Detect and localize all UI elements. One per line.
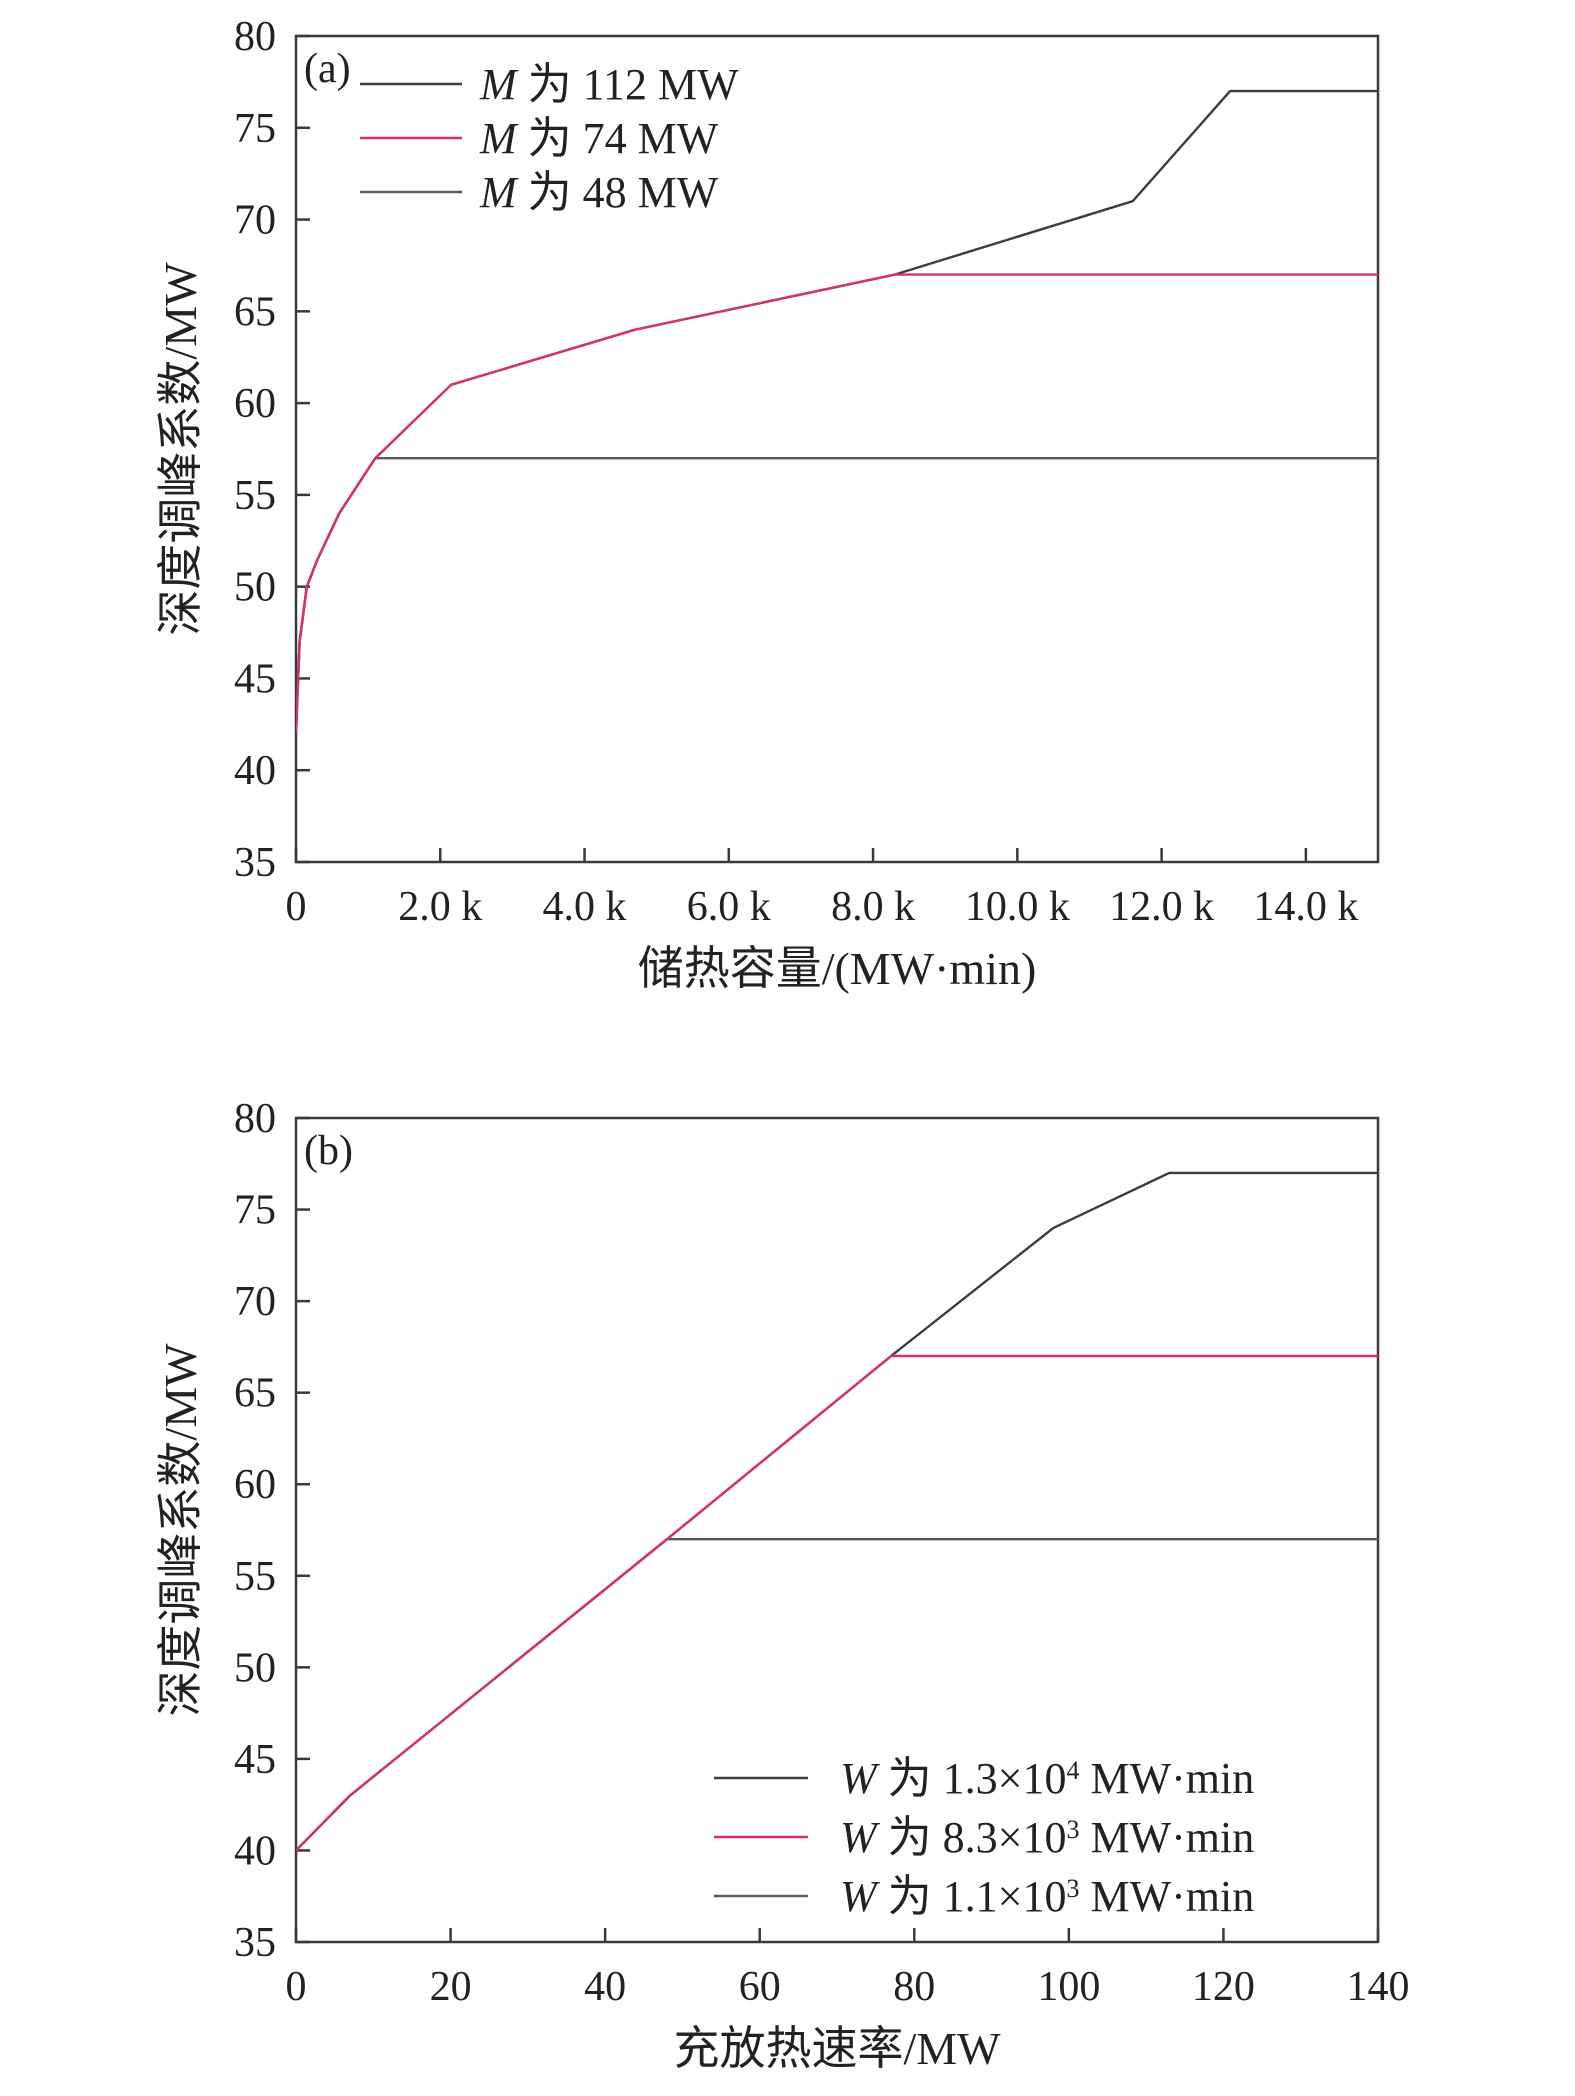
chart-a-legend-label-2: M 为 74 MW (479, 114, 719, 163)
chart-b-y-axis-title: 深度调峰系数/MW (155, 1343, 206, 1717)
chart-a-y-tick-label: 45 (234, 656, 276, 702)
chart-b-y-tick-label: 45 (234, 1737, 276, 1783)
chart-b-series-line-2 (296, 1354, 1378, 1852)
chart-b-legend-unit: MW·min (1079, 1754, 1254, 1803)
chart-b-y-tick-label: 55 (234, 1554, 276, 1600)
chart-a-x-tick-label: 12.0 k (1109, 884, 1214, 930)
chart-b-plot-frame (294, 1116, 1380, 1944)
chart-a-x-tick-label: 6.0 k (687, 884, 771, 930)
chart-a-legend-var: M (479, 114, 519, 163)
chart-b-y-tick-label: 80 (234, 1096, 276, 1142)
chart-a-plot-frame (294, 34, 1380, 864)
chart-a-legend-text: 为 74 MW (517, 114, 719, 163)
chart-a-y-axis-title: 深度调峰系数/MW (155, 262, 206, 636)
chart-b-series-group (296, 1171, 1378, 1852)
chart-a-panel-label: (a) (304, 46, 351, 92)
chart-b-x-tick-label: 0 (286, 1964, 307, 2010)
chart-a-x-tick-label: 0 (286, 884, 307, 930)
chart-b-legend-label-2: W 为 8.3×103 MW·min (840, 1813, 1254, 1862)
chart-b-x-tick-label: 60 (739, 1964, 781, 2010)
chart-b-legend-exponent: 3 (1066, 1815, 1079, 1844)
chart-a-x-tick-label: 4.0 k (543, 884, 627, 930)
chart-b-x-tick-label: 40 (584, 1964, 626, 2010)
chart-b-legend-text: 为 8.3×10 (877, 1813, 1067, 1862)
chart-b-legend-unit: MW·min (1079, 1813, 1254, 1862)
chart-b-y-tick-label: 65 (234, 1371, 276, 1417)
chart-a-legend-var: M (479, 60, 519, 109)
chart-b-x-tick-label: 80 (893, 1964, 935, 2010)
chart-a-series-line-2 (296, 273, 1378, 734)
chart-b-series-line-3 (296, 1537, 1378, 1852)
chart-a-y-tick-label: 50 (234, 565, 276, 611)
chart-b-panel-label: (b) (304, 1128, 353, 1174)
chart-a-legend-label-3: M 为 48 MW (479, 168, 719, 217)
chart-b-legend-label-3: W 为 1.1×103 MW·min (840, 1872, 1254, 1921)
chart-b-legend-label-1: W 为 1.3×104 MW·min (840, 1754, 1254, 1803)
chart-b-y-tick-label: 75 (234, 1188, 276, 1234)
chart-a-series-line-3 (296, 457, 1378, 734)
chart-b-y-tick-label: 50 (234, 1645, 276, 1691)
chart-b-y-tick-label: 35 (234, 1920, 276, 1966)
chart-a-series-line-1 (296, 89, 1378, 734)
chart-b-legend-var: W (840, 1813, 880, 1862)
chart-a-y-tick-label: 65 (234, 289, 276, 335)
chart-b-series-line-1 (296, 1171, 1378, 1852)
chart-b-legend-text: 为 1.3×10 (877, 1754, 1067, 1803)
chart-b-x-tick-label: 120 (1192, 1964, 1255, 2010)
chart-b-x-tick-label: 100 (1037, 1964, 1100, 2010)
chart-a-x-axis-title: 储热容量/(MW·min) (638, 943, 1037, 994)
chart-a-y-tick-label: 75 (234, 106, 276, 152)
chart-a-y-tick-label: 40 (234, 748, 276, 794)
chart-b-legend-unit: MW·min (1079, 1872, 1254, 1921)
chart-a-legend: M 为 112 MWM 为 74 MWM 为 48 MW (360, 60, 739, 217)
chart-a-y-tick-label: 35 (234, 840, 276, 886)
chart-b-legend-exponent: 4 (1066, 1756, 1079, 1785)
chart-b-y-tick-label: 40 (234, 1828, 276, 1874)
chart-a-y-tick-label: 60 (234, 381, 276, 427)
chart-b-y-tick-label: 60 (234, 1462, 276, 1508)
chart-b-legend-var: W (840, 1754, 880, 1803)
chart-a-x-tick-label: 8.0 k (831, 884, 915, 930)
chart-b-legend-var: W (840, 1872, 880, 1921)
chart-b-x-tick-label: 140 (1347, 1964, 1410, 2010)
chart-b-y-tick-label: 70 (234, 1279, 276, 1325)
chart-b-legend-exponent: 3 (1066, 1874, 1079, 1903)
chart-b-x-axis-title: 充放热速率/MW (673, 2023, 1001, 2074)
chart-a-legend-text: 为 112 MW (517, 60, 739, 109)
chart-a-series-group (296, 89, 1378, 734)
chart-a-legend-label-1: M 为 112 MW (479, 60, 739, 109)
chart-a-y-tick-label: 80 (234, 14, 276, 60)
chart-a-legend-text: 为 48 MW (517, 168, 719, 217)
chart-a-x-tick-label: 2.0 k (398, 884, 482, 930)
chart-a-panel: 0 2.0 k 4.0 k 6.0 k 8.0 k 10.0 k 12.0 k 14.0 k 3… (155, 14, 1380, 994)
chart-a-legend-var: M (479, 168, 519, 217)
chart-b-panel: 0 20 40 60 80 100 120 140 35 40 45 50 55 60 65 70 75 80 充放… (155, 1096, 1410, 2074)
chart-a-y-tick-label: 55 (234, 473, 276, 519)
chart-a-x-tick-label: 10.0 k (965, 884, 1070, 930)
chart-a-x-tick-label: 14.0 k (1253, 884, 1358, 930)
chart-b-legend-text: 为 1.1×10 (877, 1872, 1067, 1921)
chart-b-x-tick-label: 20 (430, 1964, 472, 2010)
chart-a-y-tick-label: 70 (234, 198, 276, 244)
